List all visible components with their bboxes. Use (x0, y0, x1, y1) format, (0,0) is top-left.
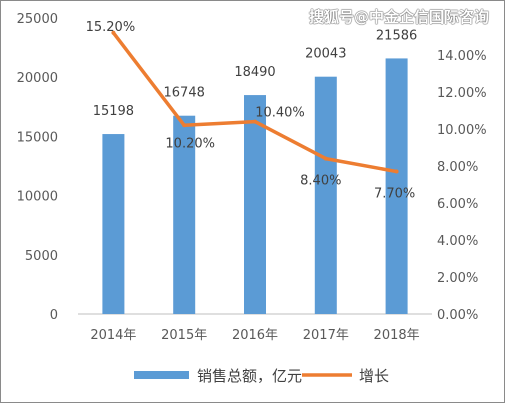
x-tick-label: 2015年 (161, 328, 207, 343)
y-right-tick-label: 0.00% (437, 308, 478, 323)
bar (314, 76, 337, 314)
growth-value-label: 10.40% (255, 106, 305, 121)
x-tick-label: 2014年 (90, 328, 136, 343)
y-right-tick-label: 8.00% (437, 160, 478, 175)
bar (385, 58, 408, 315)
bar (173, 115, 196, 315)
legend-label-line: 增长 (359, 367, 389, 385)
growth-value-label: 15.20% (86, 20, 136, 35)
bar-value-label: 18490 (234, 65, 275, 80)
growth-point (394, 169, 399, 174)
y-left-tick-label: 0 (50, 308, 58, 323)
x-tick-label: 2017年 (303, 328, 349, 343)
bar (244, 95, 266, 314)
growth-value-label: 8.40% (300, 174, 341, 189)
x-tick-label: 2018年 (374, 328, 420, 343)
growth-value-label: 7.70% (374, 187, 415, 202)
legend-swatch-bar (134, 371, 189, 379)
y-right-tick-label: 14.00% (437, 49, 487, 64)
bar-value-label: 20043 (305, 47, 346, 62)
y-right-tick-label: 2.00% (437, 271, 478, 286)
y-left-tick-label: 15000 (17, 130, 58, 145)
bar-value-label: 16748 (164, 86, 205, 101)
growth-value-label: 10.20% (165, 136, 215, 151)
y-right-tick-label: 10.00% (437, 123, 487, 138)
bar (102, 134, 125, 314)
y-left-tick-label: 20000 (17, 71, 58, 86)
y-left-tick-label: 5000 (25, 249, 58, 264)
bar-value-label: 21586 (376, 28, 417, 43)
y-right-tick-label: 4.00% (437, 234, 478, 249)
growth-point (182, 123, 187, 128)
x-tick-label: 2016年 (232, 328, 278, 343)
growth-point (253, 119, 257, 124)
y-left-tick-label: 10000 (17, 190, 58, 205)
growth-point (323, 156, 328, 161)
y-right-tick-label: 12.00% (437, 86, 487, 101)
bar-value-label: 15198 (93, 104, 134, 119)
watermark: 搜狐号@中金企信国际咨询 (308, 8, 489, 26)
y-right-tick-label: 6.00% (437, 197, 478, 212)
legend-label-bar: 销售总额，亿元 (197, 367, 302, 385)
growth-point (111, 30, 116, 35)
y-left-tick-label: 25000 (17, 12, 58, 27)
